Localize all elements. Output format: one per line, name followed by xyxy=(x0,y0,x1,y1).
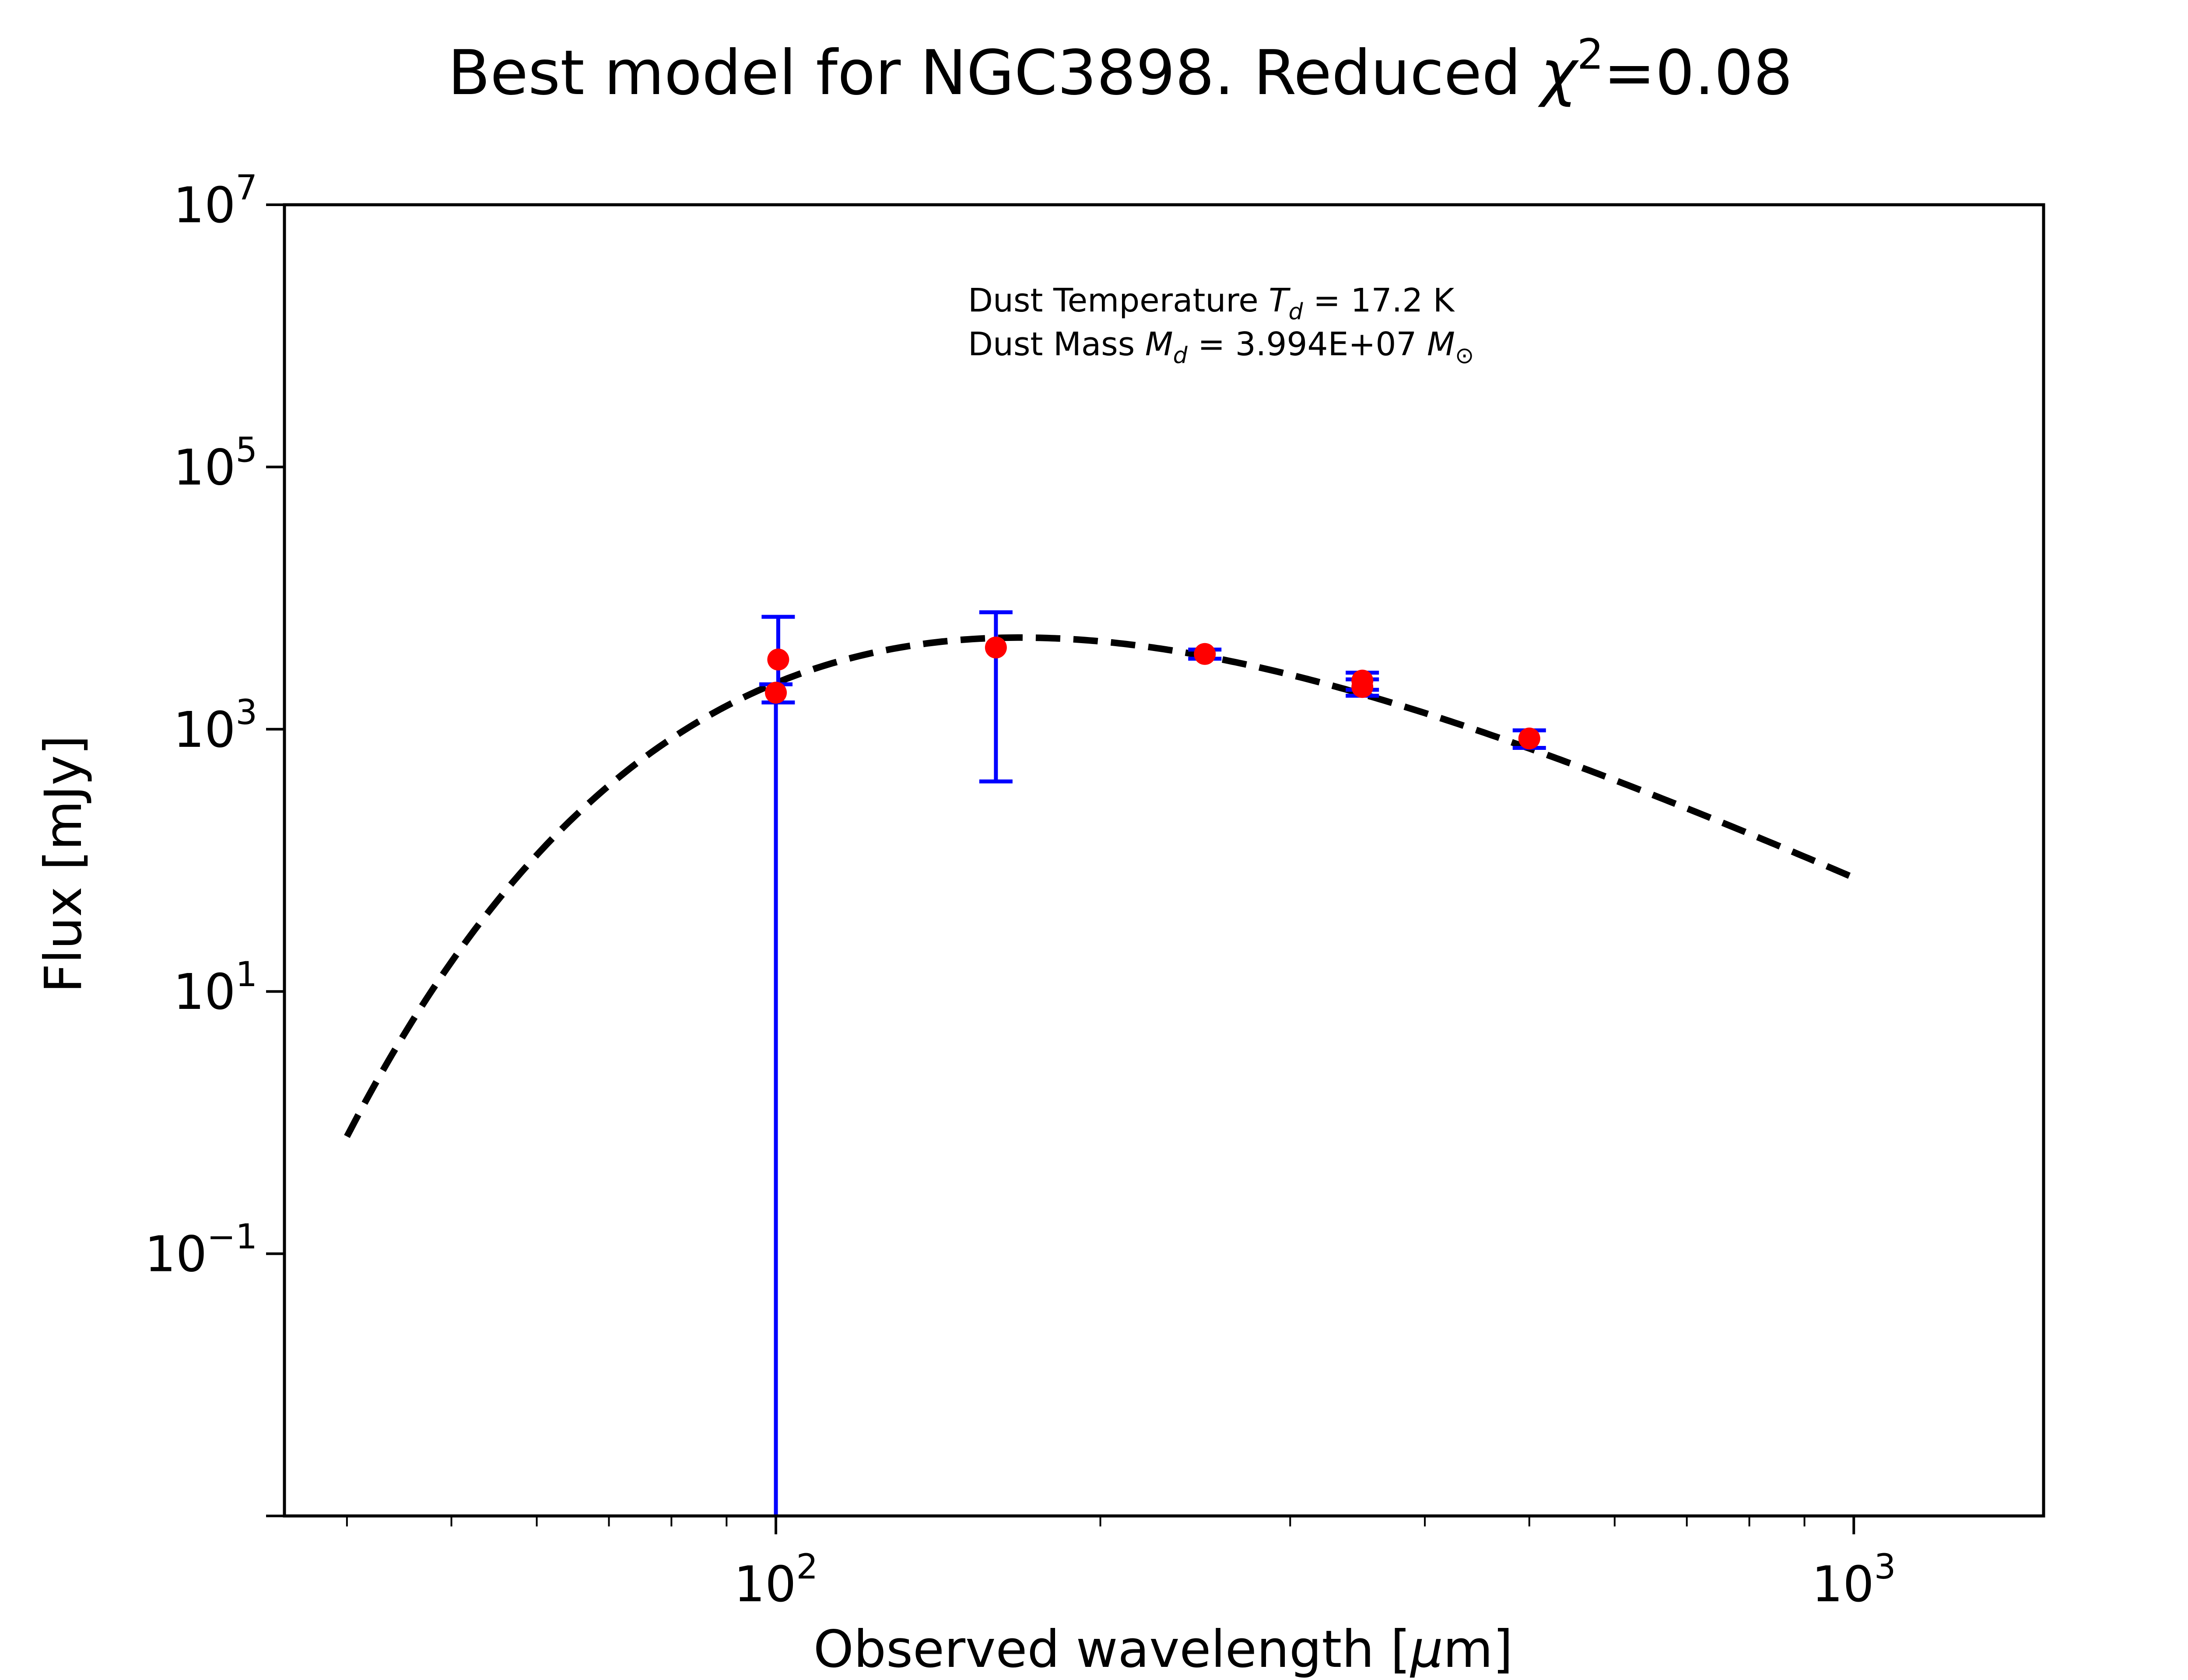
x-axis-label: Observed wavelength [μm] xyxy=(813,1619,1513,1679)
dust-temperature-annotation: Dust Temperature Td = 17.2 K xyxy=(968,282,1455,325)
plot-layer: 102 103 10−1 101 103 105 107 xyxy=(145,168,2045,1613)
data-point-3 xyxy=(1194,643,1216,665)
chart-title: Best model for NGC3898. Reduced χ2=0.08 xyxy=(448,31,1792,109)
data-point-1 xyxy=(767,648,789,671)
data-point-5 xyxy=(1351,676,1374,698)
y-tick-label: 101 xyxy=(173,955,257,1021)
plot-frame xyxy=(283,203,2045,1518)
y-axis-label: Flux [mJy] xyxy=(33,735,93,993)
y-tick-label: 107 xyxy=(173,168,257,234)
y-tick-label: 103 xyxy=(173,693,257,759)
x-tick-label: 102 xyxy=(734,1547,818,1613)
data-point-2 xyxy=(985,637,1007,659)
data-point-6 xyxy=(1518,727,1540,749)
dust-mass-annotation: Dust Mass Md = 3.994E+07 M⊙ xyxy=(968,326,1474,369)
model-curve xyxy=(344,634,1855,1138)
data-point-0 xyxy=(765,682,787,704)
y-tick-label: 10−1 xyxy=(145,1218,258,1283)
x-tick-label: 103 xyxy=(1812,1547,1896,1613)
y-tick-label: 105 xyxy=(173,430,257,496)
